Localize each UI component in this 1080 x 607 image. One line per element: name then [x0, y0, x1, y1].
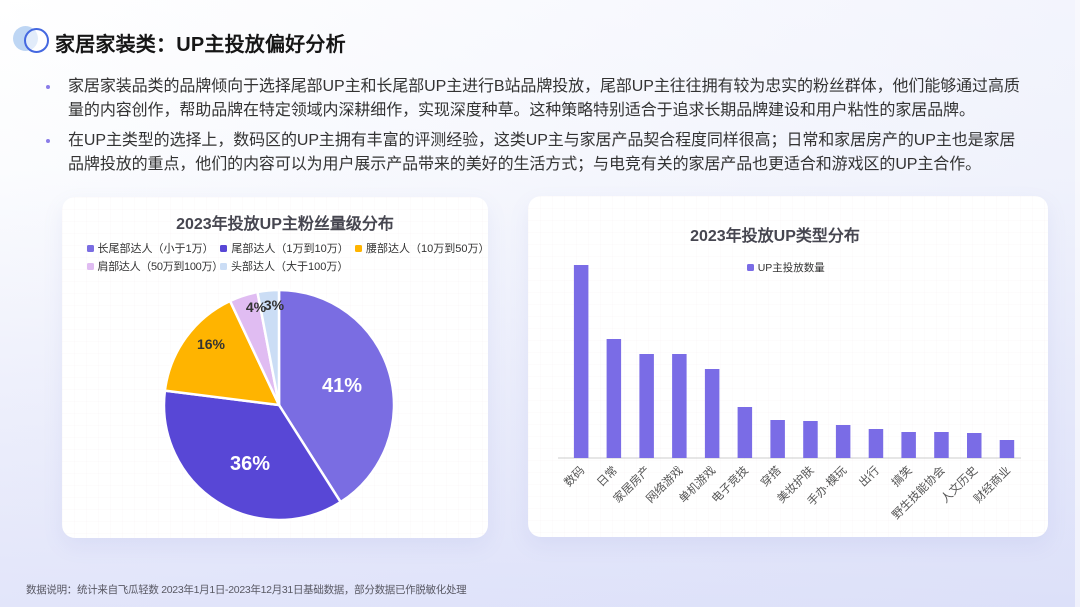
svg-text:出行: 出行 [856, 463, 882, 489]
svg-text:野生技能协会: 野生技能协会 [889, 463, 948, 522]
svg-text:3%: 3% [264, 297, 285, 313]
svg-text:16%: 16% [197, 336, 226, 352]
svg-text:41%: 41% [322, 375, 362, 397]
svg-text:数码: 数码 [561, 463, 587, 489]
svg-text:财经商业: 财经商业 [971, 463, 1013, 505]
svg-text:4%: 4% [246, 299, 267, 315]
svg-text:穿搭: 穿搭 [758, 463, 785, 490]
svg-text:搞笑: 搞笑 [889, 463, 915, 489]
svg-text:日常: 日常 [595, 464, 620, 489]
svg-text:电子竞技: 电子竞技 [709, 463, 752, 506]
svg-text:36%: 36% [230, 453, 270, 475]
